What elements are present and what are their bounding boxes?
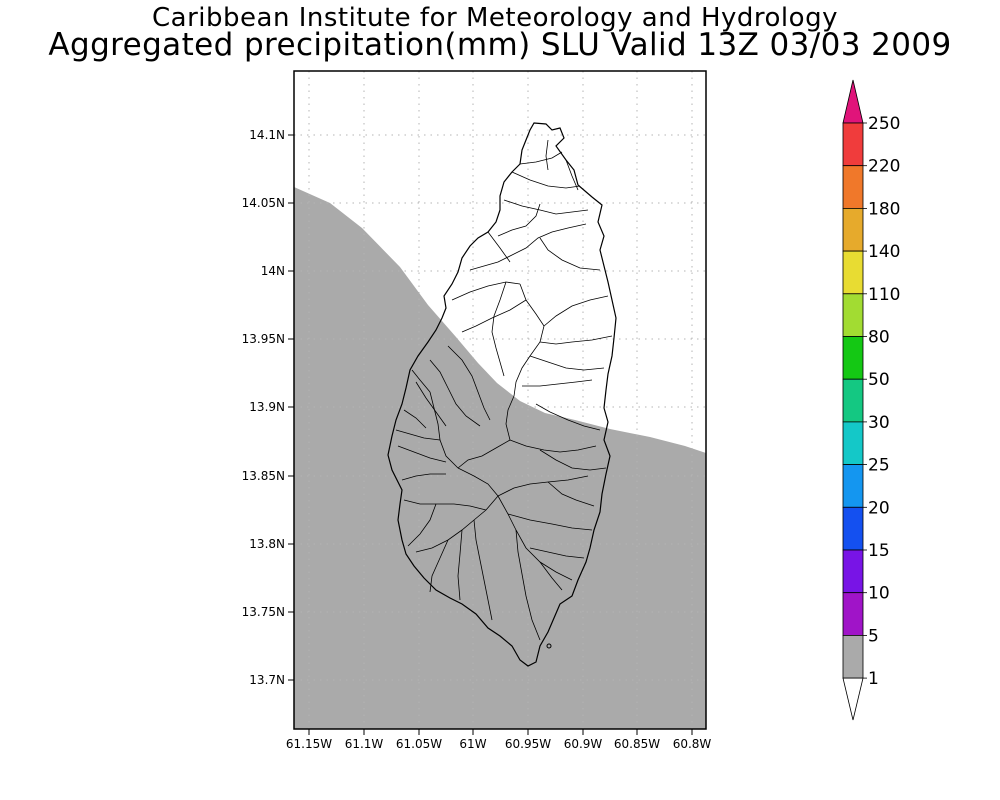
legend-label: 140 bbox=[868, 242, 900, 262]
legend-label: 110 bbox=[868, 285, 900, 305]
watershed-boundaries bbox=[395, 139, 613, 641]
legend-swatch-15-20 bbox=[842, 506, 864, 551]
legend-label: 250 bbox=[868, 114, 900, 134]
latitude-axis: 14.1N 14.05N 14N 13.95N 13.9N 13.85N 13.8N 13.7… bbox=[242, 128, 294, 687]
legend-label: 30 bbox=[868, 413, 890, 433]
lon-label: 60.8W bbox=[673, 737, 712, 751]
lat-label: 14.1N bbox=[249, 128, 285, 142]
longitude-axis: 61.15W 61.1W 61.05W 61W 60.95W 60.9W 60.85W 60.… bbox=[286, 729, 712, 751]
legend-swatch-50-80 bbox=[842, 336, 864, 380]
precip-region-1-5mm bbox=[294, 187, 706, 729]
legend-swatch-5-10 bbox=[842, 592, 864, 636]
chart-subtitle: Aggregated precipitation(mm) SLU Valid 1… bbox=[48, 27, 952, 63]
legend-swatch-140-180 bbox=[842, 207, 864, 252]
island-outline bbox=[387, 122, 617, 667]
lat-label: 13.95N bbox=[242, 332, 285, 346]
legend-label: 20 bbox=[868, 498, 890, 518]
lat-label: 13.9N bbox=[249, 400, 285, 414]
legend-swatch-25-30 bbox=[842, 421, 864, 465]
lon-label: 61.05W bbox=[396, 737, 442, 751]
lat-label: 13.85N bbox=[242, 469, 285, 483]
legend-label: 10 bbox=[868, 584, 890, 604]
chart-title: Caribbean Institute for Meteorology and … bbox=[152, 3, 838, 33]
legend-swatch-220-250 bbox=[842, 122, 864, 167]
legend-swatch-180-220 bbox=[842, 165, 864, 209]
lon-label: 60.9W bbox=[564, 737, 603, 751]
lon-label: 60.95W bbox=[505, 737, 551, 751]
legend-label: 5 bbox=[868, 626, 879, 646]
legend-label: 15 bbox=[868, 541, 890, 561]
lon-label: 61.15W bbox=[286, 737, 332, 751]
lat-label: 14.05N bbox=[242, 196, 285, 210]
legend-swatch-80-110 bbox=[842, 293, 864, 337]
lon-label: 60.85W bbox=[614, 737, 660, 751]
lat-label: 14N bbox=[261, 264, 285, 278]
map-frame bbox=[293, 70, 707, 730]
legend-arrow-bottom bbox=[842, 677, 864, 721]
legend-label: 80 bbox=[868, 328, 890, 348]
legend-arrow-top bbox=[842, 79, 864, 124]
legend-swatch-1-5 bbox=[842, 635, 864, 679]
legend-label: 180 bbox=[868, 199, 900, 219]
color-legend: 250 220 180 140 110 80 50 30 25 20 15 10 5 1 bbox=[842, 79, 900, 721]
lat-label: 13.8N bbox=[249, 537, 285, 551]
lat-label: 13.75N bbox=[242, 605, 285, 619]
legend-swatch-30-50 bbox=[842, 378, 864, 423]
legend-label: 50 bbox=[868, 370, 890, 390]
legend-swatch-110-140 bbox=[842, 250, 864, 295]
legend-swatch-20-25 bbox=[842, 464, 864, 508]
lon-label: 61.1W bbox=[345, 737, 384, 751]
legend-label: 1 bbox=[868, 669, 879, 689]
offshore-islet bbox=[546, 643, 552, 649]
legend-label: 220 bbox=[868, 157, 900, 177]
lon-label: 61W bbox=[459, 737, 486, 751]
legend-label: 25 bbox=[868, 456, 890, 476]
lat-label: 13.7N bbox=[249, 673, 285, 687]
legend-swatch-10-15 bbox=[842, 549, 864, 594]
